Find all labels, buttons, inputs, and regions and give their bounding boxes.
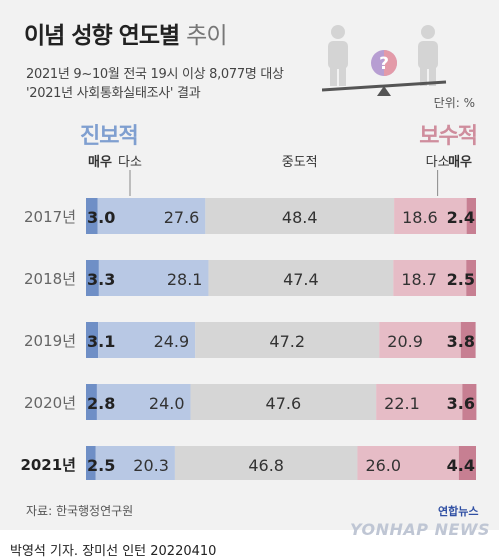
bar-segment <box>376 384 463 420</box>
bar-segment <box>393 260 467 296</box>
data-label: 47.4 <box>283 270 319 289</box>
bar-segment <box>208 260 394 296</box>
bar-segment <box>379 322 461 358</box>
logo-english: YONHAP NEWS <box>350 520 491 539</box>
bar-segment <box>86 384 97 420</box>
data-label: 26.0 <box>365 456 401 475</box>
data-label: 2.8 <box>87 394 115 413</box>
bar-segment <box>190 384 377 420</box>
conservative-label: 보수적 <box>419 124 478 149</box>
data-label: 2.5 <box>87 456 115 475</box>
data-label: 48.4 <box>282 208 318 227</box>
title-main: 이념 성향 연도별 <box>24 23 180 49</box>
bar-segment <box>86 322 99 358</box>
data-label: 3.1 <box>87 332 115 351</box>
category-label: 2018년 <box>24 270 76 288</box>
category-label: 2017년 <box>24 208 76 226</box>
data-label: 2.5 <box>447 270 475 289</box>
category-label: 2019년 <box>24 332 76 350</box>
bar-segment <box>86 446 96 480</box>
data-label: 20.9 <box>387 332 423 351</box>
question-mark-icon: ? <box>371 50 397 76</box>
data-label: 3.6 <box>447 394 475 413</box>
category-label: 2020년 <box>24 394 76 412</box>
subtitle-line1: 2021년 9~10월 전국 19시 이상 8,077명 대상 <box>26 67 284 82</box>
legend-label-2: 중도적 <box>282 155 318 170</box>
subtitle-line2: '2021년 사회통화실태조사' 결과 <box>26 86 201 101</box>
unit-label: 단위: % <box>433 96 475 110</box>
bar-segment <box>86 260 99 296</box>
bar-segment <box>205 198 395 234</box>
bar-segment <box>174 446 358 480</box>
bar-segment <box>98 260 209 296</box>
data-label: 2.4 <box>447 208 475 227</box>
data-label: 47.2 <box>269 332 305 351</box>
bar-segment <box>458 446 476 480</box>
legend-label-0: 매우 <box>88 155 112 170</box>
logo-korean: 연합뉴스 <box>438 505 479 518</box>
source-note: 자료: 한국행정연구원 <box>26 504 134 518</box>
data-label: 3.8 <box>447 332 475 351</box>
bar-segment <box>195 322 380 358</box>
bar-segment <box>357 446 459 480</box>
data-label: 47.6 <box>266 394 302 413</box>
data-label: 4.4 <box>447 456 475 475</box>
legend-label-4: 매우 <box>448 155 472 170</box>
data-label: 28.1 <box>167 270 203 289</box>
chart-title: 이념 성향 연도별 추이 <box>24 16 227 50</box>
bar-segment <box>460 322 476 358</box>
bar-segment <box>95 446 175 480</box>
data-label: 3.0 <box>87 208 115 227</box>
title-light: 추이 <box>186 23 227 49</box>
legend-label-1: 다소 <box>118 155 142 170</box>
data-label: 46.8 <box>248 456 284 475</box>
question-mark: ? <box>379 54 389 74</box>
infographic-card: 이념 성향 연도별 추이 2021년 9~10월 전국 19시 이상 8,077… <box>0 0 499 539</box>
bar-segment <box>394 198 467 234</box>
data-label: 24.9 <box>154 332 190 351</box>
data-label: 18.7 <box>401 270 437 289</box>
bar-segment <box>96 384 191 420</box>
data-label: 27.6 <box>164 208 200 227</box>
data-label: 3.3 <box>87 270 115 289</box>
data-label: 24.0 <box>149 394 185 413</box>
progressive-label: 진보적 <box>80 124 139 149</box>
bar-segment <box>98 322 196 358</box>
bar-segment <box>466 260 476 296</box>
data-label: 22.1 <box>384 394 420 413</box>
bar-segment <box>462 384 477 420</box>
category-label: 2021년 <box>20 456 76 474</box>
data-label: 20.3 <box>133 456 169 475</box>
bar-segment <box>97 198 206 234</box>
bar-segment <box>466 198 476 234</box>
data-label: 18.6 <box>402 208 438 227</box>
byline: 박영석 기자. 장미선 인턴 20220410 <box>10 544 217 559</box>
bar-segment <box>86 198 98 234</box>
legend-label-3: 다소 <box>426 155 450 170</box>
scale-illustration: ? <box>322 25 447 96</box>
